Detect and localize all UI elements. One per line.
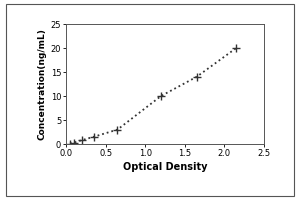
Y-axis label: Concentration(ng/mL): Concentration(ng/mL) — [38, 28, 46, 140]
X-axis label: Optical Density: Optical Density — [123, 162, 207, 172]
